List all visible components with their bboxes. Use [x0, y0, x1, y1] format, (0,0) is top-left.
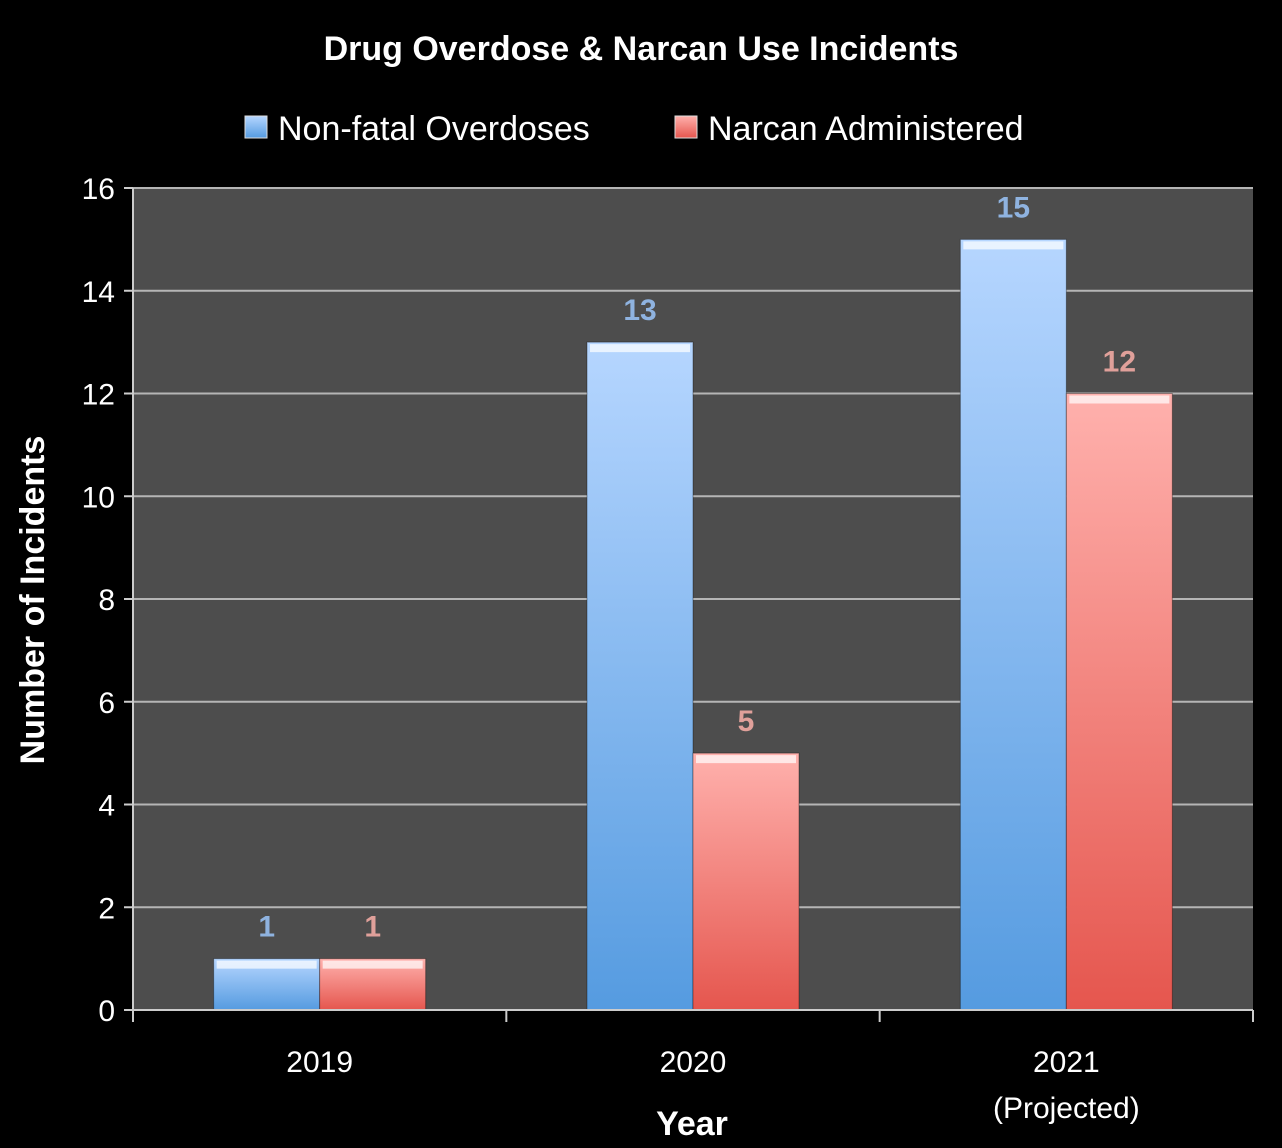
chart-title: Drug Overdose & Narcan Use Incidents	[324, 30, 959, 68]
y-tick-label: 8	[98, 584, 115, 617]
legend-label: Non-fatal Overdoses	[278, 110, 590, 148]
bar	[959, 238, 1067, 1011]
data-label: 15	[997, 191, 1030, 224]
legend: Non-fatal Overdoses Narcan Administered	[244, 110, 1024, 148]
x-tick-label: (Projected)	[993, 1092, 1140, 1125]
y-tick-label: 0	[98, 995, 115, 1028]
bar-highlight	[696, 755, 796, 764]
bar-highlight	[590, 344, 690, 353]
x-tick-label: 2021	[1033, 1046, 1100, 1079]
bar	[1065, 393, 1173, 1011]
y-tick-label: 4	[98, 790, 115, 823]
y-tick-label: 12	[82, 379, 115, 412]
legend-swatch	[674, 115, 698, 139]
bar-highlight	[322, 960, 423, 969]
data-label: 1	[258, 911, 275, 944]
x-axis-label: Year	[656, 1105, 728, 1143]
x-tick-label: 2019	[286, 1046, 353, 1079]
bar	[586, 341, 694, 1011]
x-tick-label: 2020	[660, 1046, 727, 1079]
y-tick-label: 10	[82, 481, 115, 514]
bar-highlight	[963, 241, 1064, 250]
bar-highlight	[216, 960, 317, 969]
data-label: 12	[1103, 346, 1136, 379]
legend-label: Narcan Administered	[708, 110, 1024, 148]
data-label: 1	[364, 911, 381, 944]
y-tick-label: 6	[98, 687, 115, 720]
y-tick-label: 2	[98, 892, 115, 925]
y-tick-label: 14	[82, 276, 115, 309]
data-label: 13	[623, 294, 656, 327]
bar	[692, 752, 800, 1011]
y-axis-label: Number of Incidents	[14, 436, 52, 765]
y-tick-label: 16	[82, 173, 115, 206]
legend-swatch	[244, 115, 268, 139]
bar-highlight	[1069, 395, 1170, 404]
data-label: 5	[738, 705, 755, 738]
